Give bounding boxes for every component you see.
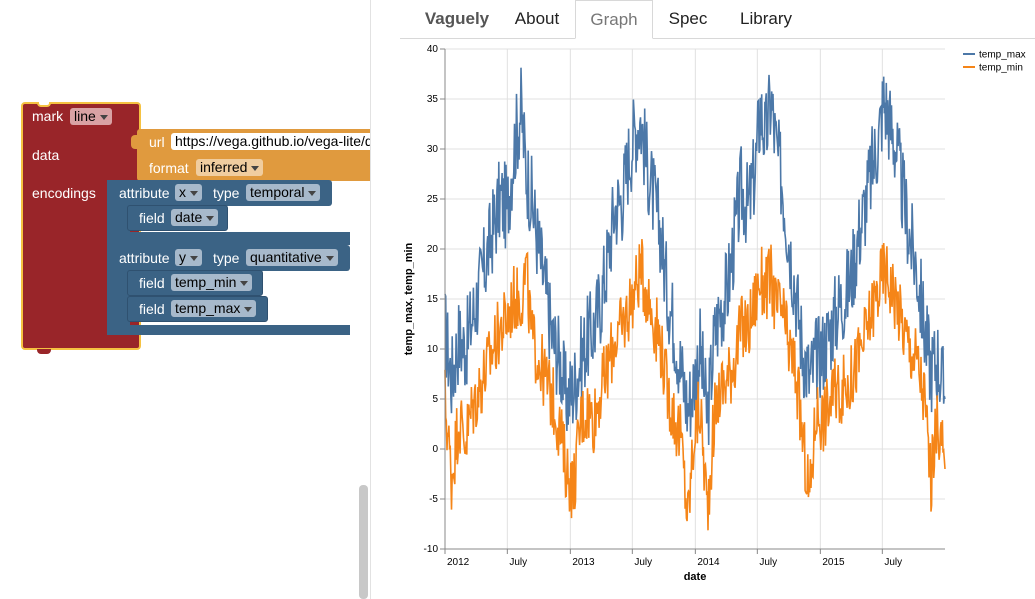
y-tick-label: -5: [429, 494, 438, 505]
type-y-value: quantitative: [250, 249, 322, 265]
url-block-connector: [131, 135, 141, 149]
chevron-down-icon: [206, 215, 215, 221]
field-date-value: date: [175, 209, 203, 225]
x-tick-label: July: [509, 557, 527, 568]
y-tick-label: 10: [427, 344, 439, 355]
chart-series: [444, 67, 946, 531]
format-dropdown[interactable]: inferred: [196, 159, 264, 176]
y-tick-label: 20: [427, 244, 439, 255]
chevron-down-icon: [251, 165, 260, 171]
url-input[interactable]: https://vega.github.io/vega-lite/data/se…: [171, 133, 371, 150]
type-y-label: type: [213, 250, 240, 266]
chart-axes: -10 -5 0 5 10 15 20 25 30 35 40 2012 July 2013 July 201…: [424, 44, 945, 568]
y-tick-label: 25: [427, 194, 439, 205]
mark-type-dropdown[interactable]: line: [70, 108, 112, 125]
x-tick-label: July: [759, 557, 777, 568]
encoding-block-bottom: [107, 325, 350, 335]
x-tick-label: 2015: [822, 557, 845, 568]
x-tick-label: 2012: [447, 557, 470, 568]
field-temp-min-label: field: [139, 275, 165, 291]
line-chart: -10 -5 0 5 10 15 20 25 30 35 40 2012 July 2013 July 201…: [403, 44, 1026, 583]
chevron-down-icon: [190, 190, 198, 196]
legend-label-temp_min: temp_min: [979, 63, 1023, 74]
attribute-y-value: y: [179, 249, 186, 265]
x-tick-label: July: [884, 557, 902, 568]
x-tick-label: July: [634, 557, 652, 568]
chart-legend: temp_max temp_min: [963, 50, 1026, 74]
format-label: format: [149, 160, 189, 176]
tab-bar: Vaguely About Graph Spec Library: [400, 0, 1035, 39]
x-axis-title: date: [684, 571, 707, 583]
series-line-temp_max: [444, 67, 946, 446]
y-axis-title: temp_max, temp_min: [403, 242, 415, 355]
type-x-label: type: [213, 185, 240, 201]
attribute-x-label: attribute: [119, 185, 170, 201]
y-tick-label: 5: [432, 394, 438, 405]
field-temp-max-dropdown[interactable]: temp_max: [171, 300, 257, 317]
tab-library[interactable]: Library: [740, 9, 792, 28]
field-date-dropdown[interactable]: date: [171, 209, 219, 226]
block-workspace[interactable]: mark line data encodings url https://veg…: [0, 0, 371, 599]
brand-logo[interactable]: Vaguely: [424, 9, 490, 28]
chevron-down-icon: [240, 280, 249, 286]
x-tick-label: 2014: [697, 557, 720, 568]
chevron-down-icon: [308, 190, 317, 196]
attribute-y-label: attribute: [119, 250, 170, 266]
encodings-label: encodings: [32, 185, 96, 201]
attribute-y-dropdown[interactable]: y: [175, 249, 202, 266]
chevron-down-icon: [190, 255, 198, 261]
field-date-label: field: [139, 210, 165, 226]
panel-divider[interactable]: [370, 0, 371, 599]
field-temp-max-value: temp_max: [175, 300, 241, 316]
series-line-temp_min: [444, 239, 946, 531]
y-tick-label: 40: [427, 44, 439, 55]
type-x-value: temporal: [250, 184, 305, 200]
field-temp-max-label: field: [139, 301, 165, 317]
y-tick-label: 35: [427, 94, 439, 105]
legend-label-temp_max: temp_max: [979, 50, 1026, 61]
mark-label: mark: [32, 108, 64, 124]
type-x-dropdown[interactable]: temporal: [246, 184, 321, 201]
workspace-scrollbar[interactable]: [359, 485, 368, 599]
tab-spec[interactable]: Spec: [668, 9, 708, 28]
encoding-block-gap: [107, 232, 350, 245]
type-y-dropdown[interactable]: quantitative: [246, 249, 338, 266]
attribute-x-value: x: [179, 184, 186, 200]
chevron-down-icon: [244, 306, 253, 312]
x-tick-label: 2013: [572, 557, 595, 568]
mark-type-value: line: [74, 108, 96, 124]
attribute-x-dropdown[interactable]: x: [175, 184, 202, 201]
field-temp-min-dropdown[interactable]: temp_min: [171, 274, 253, 291]
y-tick-label: 15: [427, 294, 439, 305]
y-tick-label: -10: [424, 544, 439, 555]
tab-about[interactable]: About: [514, 9, 560, 28]
field-temp-min-value: temp_min: [175, 274, 237, 290]
mark-block-notch: [37, 102, 51, 107]
format-value: inferred: [200, 159, 248, 175]
chevron-down-icon: [99, 114, 108, 120]
y-tick-label: 30: [427, 144, 439, 155]
url-label: url: [149, 134, 165, 150]
y-tick-label: 0: [432, 444, 438, 455]
tab-graph[interactable]: Graph: [575, 0, 653, 39]
chevron-down-icon: [325, 255, 334, 261]
data-label: data: [32, 147, 60, 163]
mark-block-connector: [37, 349, 51, 354]
